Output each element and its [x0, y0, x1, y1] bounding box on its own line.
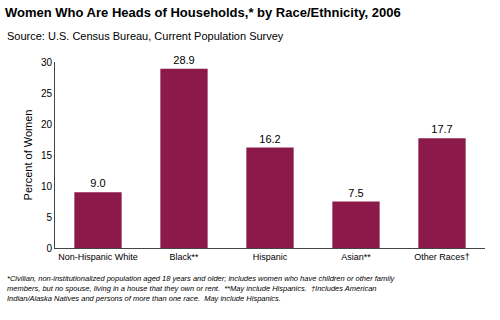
svg-text:Women Who Are Heads of Househo: Women Who Are Heads of Households,* by R… [5, 5, 401, 20]
svg-text:Black**: Black** [169, 252, 199, 262]
svg-text:10: 10 [41, 181, 53, 192]
svg-text:5: 5 [46, 212, 52, 223]
svg-text:15: 15 [41, 150, 53, 161]
svg-text:0: 0 [46, 243, 52, 254]
svg-text:16.2: 16.2 [259, 133, 280, 145]
svg-text:7.5: 7.5 [348, 187, 363, 199]
svg-text:Non-Hispanic White: Non-Hispanic White [58, 252, 138, 262]
svg-text:Other Races†: Other Races† [414, 252, 470, 262]
svg-text:20: 20 [41, 119, 53, 130]
svg-text:Asian**: Asian** [341, 252, 371, 262]
svg-text:*Civilian, non-institutionaliz: *Civilian, non-institutionalized populat… [7, 274, 396, 303]
svg-text:Percent of Women: Percent of Women [22, 110, 34, 201]
svg-text:25: 25 [41, 88, 53, 99]
svg-text:9.0: 9.0 [90, 177, 105, 189]
svg-text:28.9: 28.9 [173, 54, 194, 66]
svg-text:Source: U.S. Census Bureau, Cu: Source: U.S. Census Bureau, Current Popu… [7, 30, 284, 42]
svg-text:30: 30 [41, 57, 53, 68]
svg-text:17.7: 17.7 [431, 123, 452, 135]
svg-text:Hispanic: Hispanic [253, 252, 288, 262]
